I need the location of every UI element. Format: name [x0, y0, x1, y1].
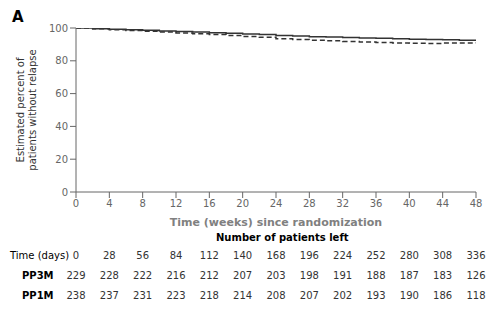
- html-text:PP1M: PP1M: [22, 290, 54, 301]
- svg-text:12: 12: [170, 198, 183, 209]
- html-text:228: 228: [99, 270, 119, 281]
- html-text:336: 336: [466, 250, 486, 261]
- html-text:229: 229: [66, 270, 86, 281]
- html-text:208: 208: [266, 290, 286, 301]
- svg-text:100: 100: [49, 23, 68, 34]
- svg-text:36: 36: [370, 198, 383, 209]
- svg-text:0: 0: [62, 187, 68, 198]
- html-text:308: 308: [433, 250, 453, 261]
- svg-text:20: 20: [236, 198, 249, 209]
- html-text:196: 196: [299, 250, 319, 261]
- html-text:237: 237: [99, 290, 119, 301]
- svg-text:8: 8: [139, 198, 145, 209]
- html-text:168: 168: [266, 250, 286, 261]
- svg-text:60: 60: [55, 88, 68, 99]
- html-text:183: 183: [433, 270, 453, 281]
- html-text:118: 118: [466, 290, 486, 301]
- html-text:216: 216: [166, 270, 186, 281]
- svg-text:40: 40: [403, 198, 416, 209]
- html-text:84: 84: [169, 250, 183, 261]
- svg-text:Time (weeks) since randomizati: Time (weeks) since randomization: [170, 216, 382, 229]
- html-text:231: 231: [133, 290, 153, 301]
- html-text:238: 238: [66, 290, 86, 301]
- html-text:188: 188: [366, 270, 386, 281]
- html-text:Number of patients left: Number of patients left: [216, 232, 349, 243]
- html-text:218: 218: [199, 290, 219, 301]
- html-text:202: 202: [333, 290, 353, 301]
- svg-text:20: 20: [55, 154, 68, 165]
- html-text:222: 222: [133, 270, 153, 281]
- html-text:280: 280: [399, 250, 419, 261]
- html-text:203: 203: [266, 270, 286, 281]
- svg-text:32: 32: [336, 198, 349, 209]
- html-text:126: 126: [466, 270, 486, 281]
- svg-text:48: 48: [470, 198, 483, 209]
- html-text:A: A: [12, 8, 24, 26]
- html-text:PP3M: PP3M: [22, 270, 54, 281]
- html-text:207: 207: [299, 290, 319, 301]
- html-text:207: 207: [233, 270, 253, 281]
- html-text:140: 140: [233, 250, 253, 261]
- html-text:212: 212: [199, 270, 219, 281]
- svg-text:4: 4: [106, 198, 112, 209]
- html-text:252: 252: [366, 250, 386, 261]
- html-text:56: 56: [136, 250, 149, 261]
- html-text:Time (days) 0: Time (days) 0: [10, 250, 80, 261]
- html-text:187: 187: [399, 270, 419, 281]
- svg-text:44: 44: [436, 198, 449, 209]
- svg-text:16: 16: [203, 198, 216, 209]
- svg-text:Estimated percent ofpatients w: Estimated percent ofpatients without rel…: [15, 49, 38, 170]
- svg-text:40: 40: [55, 121, 68, 132]
- html-text:224: 224: [333, 250, 353, 261]
- html-text:28: 28: [103, 250, 116, 261]
- html-text:214: 214: [233, 290, 253, 301]
- html-text:190: 190: [399, 290, 419, 301]
- html-text:186: 186: [433, 290, 453, 301]
- svg-text:28: 28: [303, 198, 316, 209]
- svg-text:0: 0: [73, 198, 79, 209]
- html-text:191: 191: [333, 270, 353, 281]
- svg-text:24: 24: [270, 198, 283, 209]
- html-text:193: 193: [366, 290, 386, 301]
- html-text:198: 198: [299, 270, 319, 281]
- svg-text:80: 80: [55, 55, 68, 66]
- html-text:223: 223: [166, 290, 186, 301]
- html-text:112: 112: [199, 250, 219, 261]
